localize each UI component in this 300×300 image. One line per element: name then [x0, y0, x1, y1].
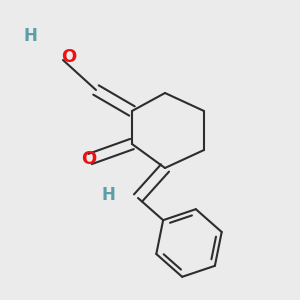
Text: H: H	[101, 186, 115, 204]
Text: H: H	[23, 27, 37, 45]
Text: O: O	[81, 150, 96, 168]
Text: O: O	[61, 48, 76, 66]
